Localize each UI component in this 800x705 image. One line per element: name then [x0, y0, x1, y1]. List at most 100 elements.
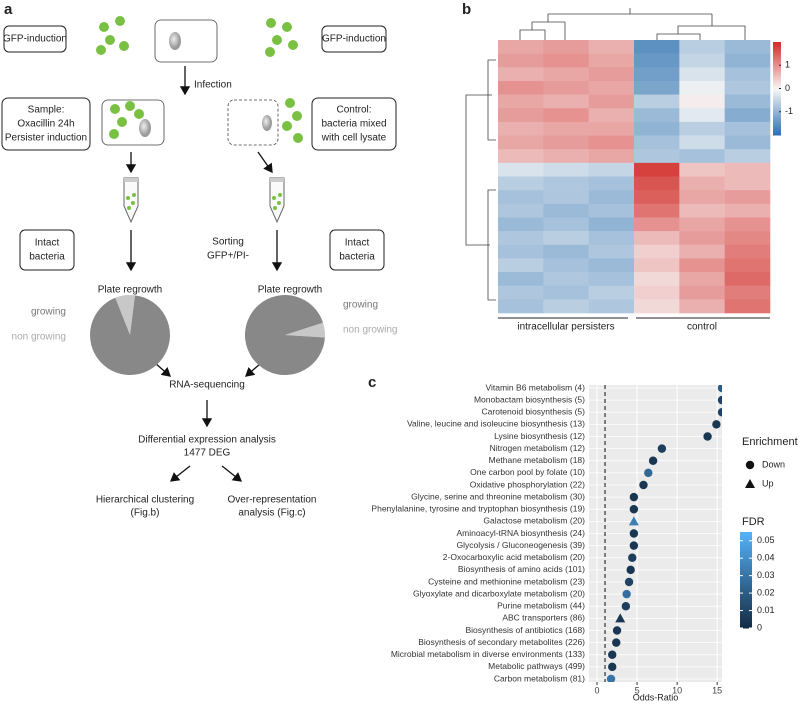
heatmap-cell	[588, 244, 635, 259]
label: Intact	[35, 238, 60, 249]
heatmap-cell	[724, 80, 771, 95]
label: Over-representation	[228, 495, 317, 506]
y-tick-label: One carbon pool by folate (10)	[470, 467, 585, 477]
heatmap-cell	[724, 67, 771, 82]
heatmap-cell	[498, 203, 544, 218]
heatmap-cell	[724, 217, 771, 232]
label: Control:	[336, 105, 371, 116]
label: bacteria	[339, 252, 375, 263]
y-tick-label: Nitrogen metabolism (12)	[490, 443, 586, 453]
heatmap-cell	[724, 162, 771, 177]
y-tick-label: Glycolysis / Gluconeogenesis (39)	[456, 540, 585, 550]
colorbar-step	[740, 554, 752, 559]
heatmap-cell	[588, 217, 635, 232]
triangle	[745, 479, 755, 488]
circle	[626, 565, 635, 575]
triangle	[615, 613, 626, 623]
colorbar-step	[740, 548, 752, 552]
heatmap-cell	[588, 190, 635, 205]
label: RNA-sequencing	[169, 380, 245, 391]
heatmap-cell	[634, 121, 680, 136]
heatmap-cell	[679, 217, 725, 232]
heatmap-cell	[543, 299, 589, 314]
box	[19, 229, 75, 271]
x-tick-label: 15	[712, 685, 722, 695]
colorbar-step	[740, 624, 752, 629]
heatmap-cell	[498, 149, 544, 164]
colorbar-step	[773, 62, 781, 66]
colorbar-step	[740, 551, 752, 555]
heatmap-cell	[679, 162, 725, 177]
box	[321, 25, 387, 53]
heatmap-cell	[634, 203, 680, 218]
heatmap-cell	[724, 176, 771, 191]
nucleus	[262, 115, 272, 131]
heatmap-cell	[543, 190, 589, 205]
heatmap-cell	[634, 40, 680, 54]
colorbar-step	[740, 589, 752, 594]
bacteria	[109, 101, 144, 139]
label: Oxacillin 24h	[17, 119, 74, 130]
pie-slice	[245, 294, 325, 376]
y-tick-label: Aminoacyl-tRNA biosynthesis (24)	[457, 528, 586, 538]
y-tick-label: Biosynthesis of amino acids (101)	[458, 564, 585, 574]
panel-label: b	[462, 1, 471, 18]
label: Intact	[345, 238, 370, 249]
heatmap-cell	[634, 244, 680, 259]
colorbar-tick-label: 0	[785, 83, 790, 93]
colorbar-step	[773, 42, 781, 45]
heatmap-cell	[679, 53, 725, 68]
heatmap-cell	[588, 203, 635, 218]
heatmap-cell	[724, 244, 771, 259]
heatmap-cell	[679, 94, 725, 109]
colorbar-step	[740, 618, 752, 623]
colorbar-step	[773, 48, 781, 52]
label: bacteria mixed	[321, 119, 386, 130]
lysed-cell	[227, 99, 279, 146]
label: Sorting	[212, 237, 244, 248]
colorbar-step	[773, 65, 781, 69]
legend-label: Up	[762, 478, 774, 488]
heatmap-cell	[724, 285, 771, 300]
pie-title: Plate regrowth	[258, 285, 322, 296]
label: bacteria	[29, 252, 65, 263]
heatmap-cell	[724, 108, 771, 123]
label: GFP-induction	[3, 34, 67, 45]
colorbar-tick-label: 1	[785, 60, 790, 70]
heatmap-cell	[724, 258, 771, 273]
heatmap-cell	[543, 40, 589, 54]
label: GFP+/PI-	[207, 251, 249, 262]
heatmap-cell	[588, 176, 635, 191]
heatmap-cell	[543, 121, 589, 136]
heatmap-cell	[679, 108, 725, 123]
colorbar-step	[740, 544, 752, 549]
x-tick-label: 5	[635, 685, 640, 695]
colorbar-step	[740, 532, 752, 536]
heatmap-cell	[543, 135, 589, 150]
panel-label: a	[4, 1, 13, 18]
colorbar-step	[773, 51, 781, 55]
colorbar-step	[740, 621, 752, 626]
heatmap-cell	[498, 272, 544, 286]
heatmap-cell	[634, 94, 680, 109]
colorbar-step	[773, 132, 781, 136]
colorbar-step	[740, 599, 752, 603]
heatmap-cell	[588, 258, 635, 273]
colorbar-step	[773, 107, 781, 110]
heatmap-cell	[543, 94, 589, 109]
colorbar-step	[773, 130, 781, 134]
colorbar-step	[740, 615, 752, 619]
y-tick-label: Valine, leucine and isoleucine biosynthe…	[407, 419, 585, 429]
y-tick-label: Galactose metabolism (20)	[483, 516, 585, 526]
colorbar-step	[773, 95, 781, 99]
colorbar-step	[740, 592, 752, 597]
column-group-label: intracellular persisters	[517, 322, 614, 333]
heatmap-cell	[634, 108, 680, 123]
heatmap-cell	[634, 67, 680, 82]
heatmap-cell	[634, 53, 680, 68]
colorbar-step	[773, 118, 781, 122]
y-tick-label: Methane metabolism (18)	[489, 455, 586, 465]
heatmap-cell	[634, 299, 680, 314]
colorbar-step	[773, 44, 781, 48]
heatmap-cell	[724, 135, 771, 150]
